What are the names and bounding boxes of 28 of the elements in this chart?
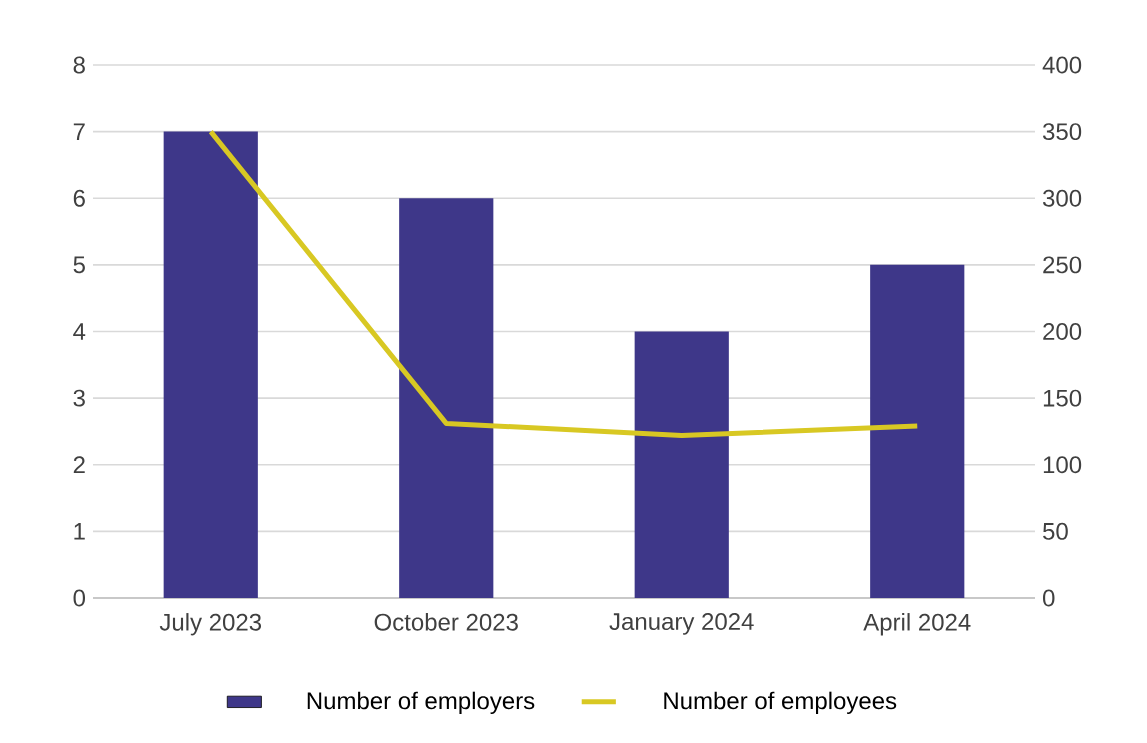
y-tick-label: 7: [73, 123, 85, 140]
legend-label: Number of employees: [664, 691, 897, 715]
y2-tick-label: 350: [1042, 123, 1082, 141]
y2-tick-label: 200: [1043, 323, 1082, 340]
y2-tick-label: 100: [1043, 456, 1082, 474]
y-tick-label: 0: [73, 589, 86, 607]
y-tick-label: 6: [73, 189, 85, 207]
y2-tick-label: 400: [1042, 56, 1082, 74]
x-tick-label: April 2024: [863, 613, 971, 636]
bar: [634, 331, 729, 598]
y2-tick-label: 0: [1043, 589, 1055, 607]
y2-tick-label: 150: [1043, 389, 1082, 407]
y-tick-label: 1: [74, 523, 85, 540]
y-tick-label: 4: [73, 323, 86, 340]
x-tick-label: January 2024: [609, 613, 754, 635]
y-tick-label: 2: [73, 456, 85, 474]
bar: [163, 131, 258, 598]
x-tick-label: July 2023: [159, 613, 262, 636]
y-tick-label: 5: [73, 256, 85, 274]
legend-label: Number of employers: [307, 691, 535, 715]
y2-tick-label: 250: [1043, 256, 1082, 274]
y-tick-label: 8: [73, 56, 85, 74]
bar: [870, 264, 965, 598]
bar: [399, 198, 494, 598]
y2-tick-label: 50: [1043, 522, 1068, 540]
y2-tick-label: 300: [1042, 189, 1082, 207]
x-tick-label: October 2023: [374, 613, 518, 631]
y-tick-label: 3: [73, 389, 85, 407]
